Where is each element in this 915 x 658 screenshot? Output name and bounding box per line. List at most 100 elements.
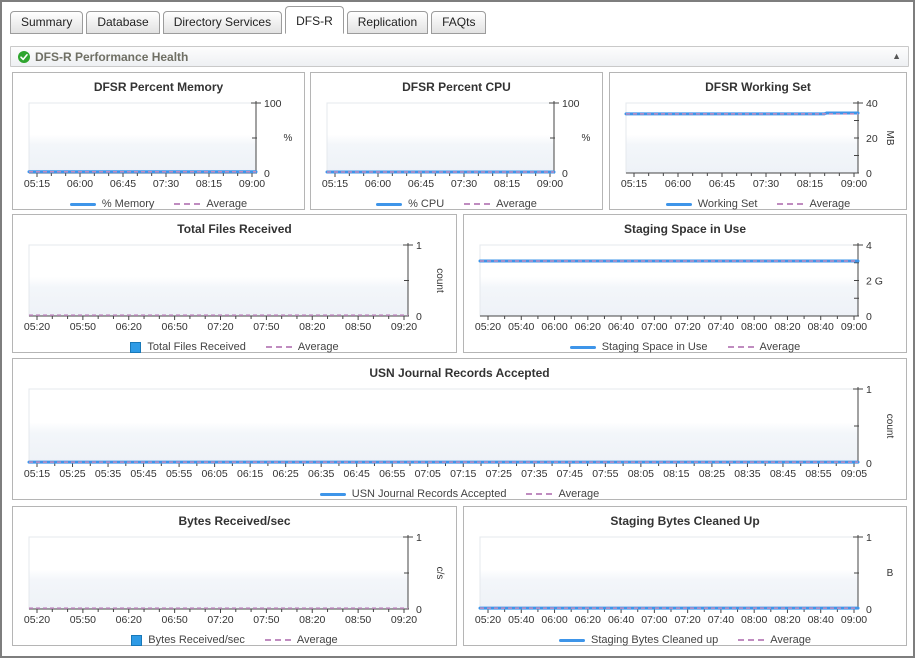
chart-plot: 0 2 G 4 05:20 05:40 06:00 06:20 06:40 07:00 07:20… — [475, 240, 883, 333]
svg-text:09:00: 09:00 — [239, 178, 265, 189]
legend-series-line-icon — [319, 492, 346, 496]
svg-text:08:40: 08:40 — [808, 321, 834, 332]
svg-text:07:55: 07:55 — [592, 468, 618, 479]
svg-text:07:20: 07:20 — [674, 614, 700, 625]
legend-series-label: Staging Bytes Cleaned up — [591, 634, 719, 646]
svg-text:06:20: 06:20 — [116, 614, 142, 625]
legend-series-label: USN Journal Records Accepted — [351, 488, 507, 500]
chart-staging-space-in-use: Staging Space in Use 0 2 G 4 05:20 05:40 06:00… — [463, 214, 907, 353]
svg-text:08:20: 08:20 — [299, 321, 325, 332]
section-title: DFS-R Performance Health — [35, 49, 189, 64]
svg-text:07:25: 07:25 — [486, 468, 512, 479]
chart-dfsr-percent-memory: DFSR Percent Memory 0 100% 05:15 06:00 06:45 0… — [12, 72, 305, 210]
legend-average-label: Average — [809, 198, 851, 210]
svg-text:09:05: 09:05 — [841, 468, 867, 479]
legend-series-label: Working Set — [697, 198, 758, 210]
svg-text:07:20: 07:20 — [207, 321, 233, 332]
svg-text:06:20: 06:20 — [575, 614, 601, 625]
svg-text:05:15: 05:15 — [24, 178, 50, 189]
chart-dfsr-percent-cpu: DFSR Percent CPU 0 100% 05:15 06:00 06:45 07:3… — [310, 72, 603, 210]
svg-text:06:00: 06:00 — [665, 178, 691, 189]
svg-text:08:25: 08:25 — [699, 468, 725, 479]
svg-text:08:15: 08:15 — [196, 178, 222, 189]
legend-series-label: % Memory — [101, 198, 155, 210]
svg-text:1: 1 — [866, 532, 872, 544]
svg-text:06:45: 06:45 — [408, 178, 434, 189]
svg-text:0: 0 — [416, 604, 422, 616]
legend-series-square-icon — [130, 341, 142, 353]
chart-legend: Working Set Average — [610, 194, 906, 214]
svg-text:06:00: 06:00 — [365, 178, 391, 189]
svg-text:06:00: 06:00 — [67, 178, 93, 189]
chart-legend: Total Files Received Average — [13, 337, 456, 357]
svg-text:06:25: 06:25 — [273, 468, 299, 479]
svg-text:0: 0 — [264, 168, 270, 180]
svg-text:07:30: 07:30 — [451, 178, 477, 189]
legend-average-dash-icon — [727, 346, 754, 348]
legend-series-label: % CPU — [408, 198, 445, 210]
svg-text:c/s: c/s — [434, 567, 445, 580]
legend-average-label: Average — [206, 198, 248, 210]
svg-text:08:00: 08:00 — [741, 321, 767, 332]
legend-average-label: Average — [770, 634, 811, 646]
svg-text:07:30: 07:30 — [753, 178, 779, 189]
chart-title: Staging Bytes Cleaned Up — [610, 514, 760, 528]
legend-average-label: Average — [297, 341, 339, 353]
svg-text:09:00: 09:00 — [841, 614, 867, 625]
svg-text:%: % — [284, 133, 293, 144]
svg-text:08:05: 08:05 — [628, 468, 654, 479]
svg-text:07:35: 07:35 — [521, 468, 547, 479]
svg-text:07:50: 07:50 — [253, 614, 279, 625]
chart-title: DFSR Working Set — [705, 80, 811, 94]
svg-text:06:00: 06:00 — [541, 614, 567, 625]
tab-faqts[interactable]: FAQts — [431, 11, 487, 34]
chart-bytes-received-sec: Bytes Received/sec 0 1 c/s 05:20 05:50 06:20 06… — [12, 506, 457, 646]
svg-text:08:40: 08:40 — [808, 614, 834, 625]
chart-title: USN Journal Records Accepted — [369, 366, 550, 380]
svg-text:07:30: 07:30 — [153, 178, 179, 189]
legend-average-dash-icon — [464, 203, 491, 205]
svg-text:06:40: 06:40 — [608, 321, 634, 332]
svg-text:MB: MB — [884, 131, 895, 146]
svg-text:06:55: 06:55 — [379, 468, 405, 479]
svg-text:05:20: 05:20 — [24, 614, 50, 625]
svg-text:07:00: 07:00 — [641, 614, 667, 625]
chart-total-files-received: Total Files Received 0 1 count 05:20 05:50 06:… — [12, 214, 457, 353]
chart-title: Staging Space in Use — [623, 222, 747, 236]
svg-text:08:20: 08:20 — [774, 321, 800, 332]
svg-text:07:45: 07:45 — [557, 468, 583, 479]
svg-text:count: count — [434, 268, 445, 293]
chart-legend: Staging Bytes Cleaned up Average — [464, 630, 906, 650]
svg-text:0: 0 — [866, 604, 872, 616]
svg-text:09:00: 09:00 — [841, 178, 867, 189]
chart-legend: % Memory Average — [13, 194, 304, 214]
svg-text:0: 0 — [416, 311, 422, 323]
svg-text:0: 0 — [866, 168, 872, 180]
tab-summary[interactable]: Summary — [10, 11, 84, 34]
svg-text:20: 20 — [866, 133, 878, 145]
legend-series-line-icon — [569, 345, 596, 349]
tab-dfs-r[interactable]: DFS-R — [285, 6, 344, 34]
legend-average-dash-icon — [264, 639, 291, 641]
svg-text:1: 1 — [866, 384, 872, 396]
svg-text:1: 1 — [416, 240, 422, 252]
svg-text:06:35: 06:35 — [308, 468, 334, 479]
legend-series-line-icon — [665, 202, 692, 206]
svg-text:06:50: 06:50 — [161, 321, 187, 332]
svg-text:B: B — [887, 568, 894, 579]
svg-text:05:40: 05:40 — [508, 614, 534, 625]
tab-database[interactable]: Database — [86, 11, 160, 34]
chart-plot: 0 20 40 MB 05:15 06:00 06:45 07:30 08:15 09:00 — [621, 98, 895, 190]
legend-average-dash-icon — [738, 639, 765, 641]
chart-plot: 0 1 B 05:20 05:40 06:00 06:20 06:40 07:00 07:20 07… — [475, 532, 894, 626]
collapse-section-button[interactable]: ▲ — [892, 51, 901, 61]
svg-text:2 G: 2 G — [866, 276, 883, 288]
tab-replication[interactable]: Replication — [346, 11, 429, 34]
green-check-icon — [18, 50, 30, 63]
tab-directory-services[interactable]: Directory Services — [162, 11, 283, 34]
chart-dfsr-working-set: DFSR Working Set 0 20 40 MB 05:15 06:00 06:45 07… — [609, 72, 907, 210]
svg-text:0: 0 — [562, 168, 568, 180]
svg-text:4: 4 — [866, 240, 872, 252]
svg-text:08:35: 08:35 — [734, 468, 760, 479]
